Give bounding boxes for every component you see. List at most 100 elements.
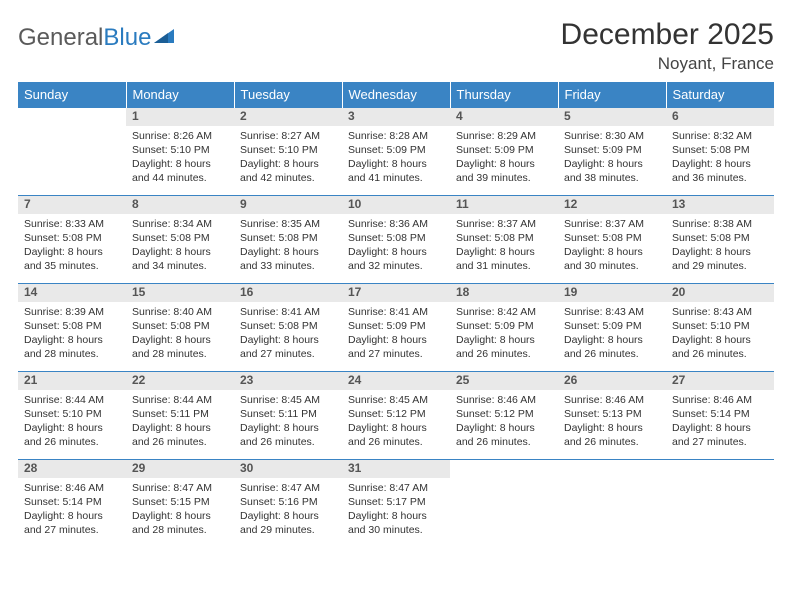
day-content-cell: Sunrise: 8:37 AMSunset: 5:08 PMDaylight:… <box>558 214 666 284</box>
day-content-cell: Sunrise: 8:27 AMSunset: 5:10 PMDaylight:… <box>234 126 342 196</box>
sunset-line: Sunset: 5:08 PM <box>348 231 444 245</box>
sunset-line: Sunset: 5:08 PM <box>564 231 660 245</box>
day-content-row: Sunrise: 8:46 AMSunset: 5:14 PM Daylight:… <box>18 478 774 548</box>
sunset-line: Sunset: 5:09 PM <box>456 319 552 333</box>
sunset-line: Sunset: 5:14 PM <box>672 407 768 421</box>
day-number-cell: 31 <box>342 460 450 478</box>
day-number-cell: 24 <box>342 372 450 390</box>
sunrise-line: Sunrise: 8:46 AM <box>456 393 552 407</box>
daylight-line: Daylight: 8 hours and 31 minutes. <box>456 245 552 273</box>
day-content-cell: Sunrise: 8:47 AMSunset: 5:16 PMDaylight:… <box>234 478 342 548</box>
daylight-line: Daylight: 8 hours and 28 minutes. <box>132 509 228 537</box>
daylight-line: Daylight: 8 hours and 28 minutes. <box>132 333 228 361</box>
day-content-cell <box>558 478 666 548</box>
sunset-line: Sunset: 5:09 PM <box>564 319 660 333</box>
weekday-header: Thursday <box>450 82 558 108</box>
day-number-cell: 27 <box>666 372 774 390</box>
sunset-line: Sunset: 5:11 PM <box>132 407 228 421</box>
sunset-line: Sunset: 5:08 PM <box>24 319 120 333</box>
day-number-cell: 4 <box>450 108 558 126</box>
weekday-header: Monday <box>126 82 234 108</box>
day-number-cell: 23 <box>234 372 342 390</box>
sunrise-line: Sunrise: 8:43 AM <box>564 305 660 319</box>
day-content-row: Sunrise: 8:33 AMSunset: 5:08 PMDaylight:… <box>18 214 774 284</box>
day-content-cell: Sunrise: 8:30 AMSunset: 5:09 PMDaylight:… <box>558 126 666 196</box>
title-block: December 2025 Noyant, France <box>561 18 774 74</box>
daylight-line: Daylight: 8 hours and 42 minutes. <box>240 157 336 185</box>
daylight-line: Daylight: 8 hours and 29 minutes. <box>672 245 768 273</box>
daylight-line: Daylight: 8 hours and 26 minutes. <box>564 421 660 449</box>
day-content-cell: Sunrise: 8:37 AMSunset: 5:08 PMDaylight:… <box>450 214 558 284</box>
day-number-cell <box>450 460 558 478</box>
day-content-cell: Sunrise: 8:39 AMSunset: 5:08 PMDaylight:… <box>18 302 126 372</box>
sunrise-line: Sunrise: 8:34 AM <box>132 217 228 231</box>
day-number-cell <box>666 460 774 478</box>
sunrise-line: Sunrise: 8:47 AM <box>132 481 228 495</box>
day-content-cell: Sunrise: 8:45 AMSunset: 5:11 PMDaylight:… <box>234 390 342 460</box>
day-number-cell: 10 <box>342 196 450 214</box>
day-number-cell: 8 <box>126 196 234 214</box>
daylight-line: Daylight: 8 hours and 27 minutes. <box>240 333 336 361</box>
day-number-cell: 14 <box>18 284 126 302</box>
sunset-line: Sunset: 5:16 PM <box>240 495 336 509</box>
day-number-cell: 5 <box>558 108 666 126</box>
day-content-cell: Sunrise: 8:44 AMSunset: 5:10 PMDaylight:… <box>18 390 126 460</box>
sunrise-line: Sunrise: 8:44 AM <box>132 393 228 407</box>
daylight-line: Daylight: 8 hours and 26 minutes. <box>456 333 552 361</box>
day-number-cell: 7 <box>18 196 126 214</box>
day-content-cell: Sunrise: 8:42 AMSunset: 5:09 PMDaylight:… <box>450 302 558 372</box>
location: Noyant, France <box>561 54 774 74</box>
day-content-row: Sunrise: 8:26 AMSunset: 5:10 PMDaylight:… <box>18 126 774 196</box>
sunset-line: Sunset: 5:10 PM <box>672 319 768 333</box>
sunset-line: Sunset: 5:14 PM <box>24 495 120 509</box>
daylight-line: Daylight: 8 hours and 26 minutes. <box>672 333 768 361</box>
sunrise-line: Sunrise: 8:35 AM <box>240 217 336 231</box>
daylight-line: Daylight: 8 hours and 26 minutes. <box>132 421 228 449</box>
day-content-cell: Sunrise: 8:34 AMSunset: 5:08 PMDaylight:… <box>126 214 234 284</box>
logo-text-general: General <box>18 24 103 52</box>
day-content-cell: Sunrise: 8:47 AMSunset: 5:15 PMDaylight:… <box>126 478 234 548</box>
sunset-line: Sunset: 5:08 PM <box>240 231 336 245</box>
daylight-line: Daylight: 8 hours and 32 minutes. <box>348 245 444 273</box>
sunrise-line: Sunrise: 8:46 AM <box>24 481 120 495</box>
sunrise-line: Sunrise: 8:39 AM <box>24 305 120 319</box>
day-content-cell: Sunrise: 8:46 AMSunset: 5:14 PMDaylight:… <box>666 390 774 460</box>
daylight-line: Daylight: 8 hours and 29 minutes. <box>240 509 336 537</box>
sunset-line: Sunset: 5:10 PM <box>24 407 120 421</box>
day-content-cell <box>18 126 126 196</box>
day-number-cell: 29 <box>126 460 234 478</box>
sunrise-line: Sunrise: 8:28 AM <box>348 129 444 143</box>
sunset-line: Sunset: 5:08 PM <box>240 319 336 333</box>
day-number-cell: 6 <box>666 108 774 126</box>
day-number-cell <box>558 460 666 478</box>
day-number-row: 78910111213 <box>18 196 774 214</box>
day-content-cell: Sunrise: 8:38 AMSunset: 5:08 PMDaylight:… <box>666 214 774 284</box>
day-number-cell: 1 <box>126 108 234 126</box>
day-content-cell: Sunrise: 8:41 AMSunset: 5:08 PMDaylight:… <box>234 302 342 372</box>
day-number-cell: 22 <box>126 372 234 390</box>
calendar-table: Sunday Monday Tuesday Wednesday Thursday… <box>18 82 774 548</box>
day-number-cell: 21 <box>18 372 126 390</box>
day-number-row: 14151617181920 <box>18 284 774 302</box>
daylight-line: Daylight: 8 hours and 26 minutes. <box>348 421 444 449</box>
weekday-header: Sunday <box>18 82 126 108</box>
sunset-line: Sunset: 5:12 PM <box>348 407 444 421</box>
sunset-line: Sunset: 5:08 PM <box>132 319 228 333</box>
day-content-cell: Sunrise: 8:32 AMSunset: 5:08 PMDaylight:… <box>666 126 774 196</box>
sunrise-line: Sunrise: 8:27 AM <box>240 129 336 143</box>
sunrise-line: Sunrise: 8:33 AM <box>24 217 120 231</box>
daylight-line: Daylight: 8 hours and 26 minutes. <box>24 421 120 449</box>
day-content-row: Sunrise: 8:44 AMSunset: 5:10 PMDaylight:… <box>18 390 774 460</box>
daylight-line: Daylight: 8 hours and 35 minutes. <box>24 245 120 273</box>
sunset-line: Sunset: 5:09 PM <box>348 319 444 333</box>
day-content-cell: Sunrise: 8:41 AMSunset: 5:09 PMDaylight:… <box>342 302 450 372</box>
day-content-cell: Sunrise: 8:43 AMSunset: 5:09 PMDaylight:… <box>558 302 666 372</box>
day-number-cell: 26 <box>558 372 666 390</box>
sunset-line: Sunset: 5:08 PM <box>456 231 552 245</box>
daylight-line: Daylight: 8 hours and 28 minutes. <box>24 333 120 361</box>
sunrise-line: Sunrise: 8:30 AM <box>564 129 660 143</box>
daylight-line: Daylight: 8 hours and 36 minutes. <box>672 157 768 185</box>
sunrise-line: Sunrise: 8:46 AM <box>564 393 660 407</box>
logo-triangle-icon <box>154 24 176 52</box>
day-content-cell: Sunrise: 8:46 AMSunset: 5:13 PMDaylight:… <box>558 390 666 460</box>
